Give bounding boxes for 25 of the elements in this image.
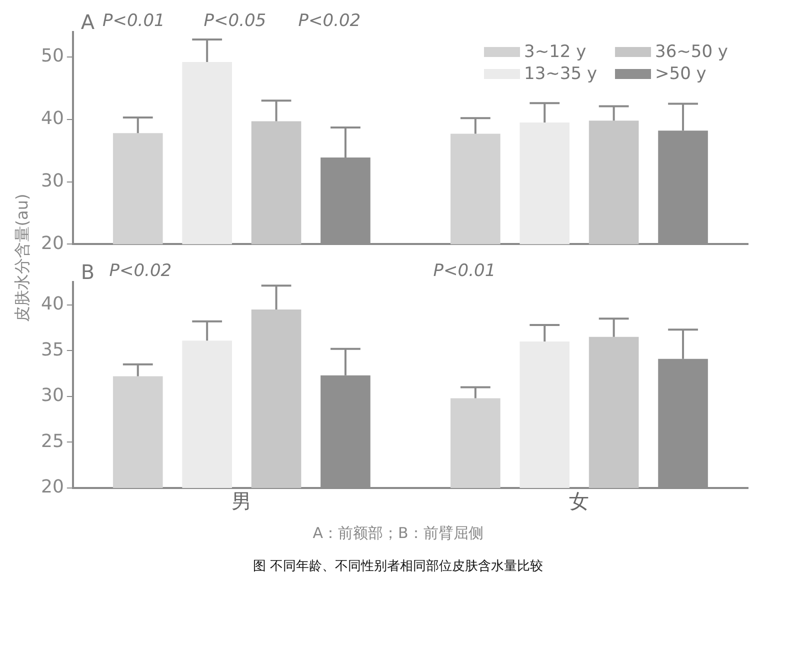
y-tick-label: 50 [41,46,64,67]
legend-label: 13~35 y [524,64,598,84]
x-tick-label: 男 [232,489,252,514]
legend-label: 36~50 y [655,42,728,62]
y-tick-label: 20 [41,232,64,254]
text: P<0.01 [102,10,165,31]
y-tick-label: 40 [41,108,64,130]
y-tick-label: 25 [41,430,64,452]
legend-label: >50 y [655,64,706,84]
x-tick-label: 女 [569,489,590,514]
y-tick-label: 30 [41,170,64,192]
text: P<0.02 [298,10,361,31]
annotation: A [80,10,95,34]
y-axis-title: 皮肤水分含量(au) [12,194,32,322]
x-axis-title: A：前额部；B：前臂屈侧 [312,524,484,543]
text: P<0.05 [204,10,266,31]
y-tick-label: 30 [41,385,64,406]
y-tick-label: 35 [41,339,64,360]
legend-label: 3~12 y [524,42,586,62]
text: P<0.02 [109,260,172,281]
text: P<0.01 [433,260,496,281]
y-tick-label: 40 [41,294,64,315]
y-tick-label: 20 [41,476,64,498]
annotation: B [80,260,95,284]
text: 图 不同年龄、不同性别者相同部位皮肤含水量比较 [252,558,544,575]
